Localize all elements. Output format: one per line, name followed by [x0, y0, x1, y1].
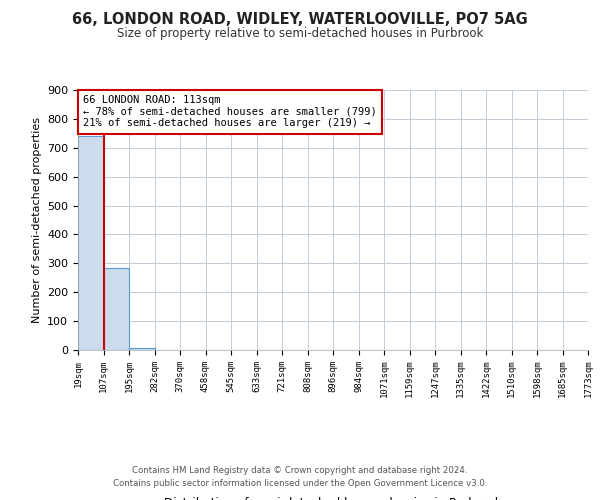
- Text: Size of property relative to semi-detached houses in Purbrook: Size of property relative to semi-detach…: [117, 28, 483, 40]
- Y-axis label: Number of semi-detached properties: Number of semi-detached properties: [32, 117, 41, 323]
- Bar: [104, 268, 129, 350]
- Text: 66 LONDON ROAD: 113sqm
← 78% of semi-detached houses are smaller (799)
21% of se: 66 LONDON ROAD: 113sqm ← 78% of semi-det…: [83, 95, 377, 128]
- Bar: [129, 348, 155, 350]
- Text: 66, LONDON ROAD, WIDLEY, WATERLOOVILLE, PO7 5AG: 66, LONDON ROAD, WIDLEY, WATERLOOVILLE, …: [72, 12, 528, 28]
- Text: Contains HM Land Registry data © Crown copyright and database right 2024.
Contai: Contains HM Land Registry data © Crown c…: [113, 466, 487, 487]
- X-axis label: Distribution of semi-detached houses by size in Purbrook: Distribution of semi-detached houses by …: [164, 498, 502, 500]
- Bar: [78, 136, 104, 350]
